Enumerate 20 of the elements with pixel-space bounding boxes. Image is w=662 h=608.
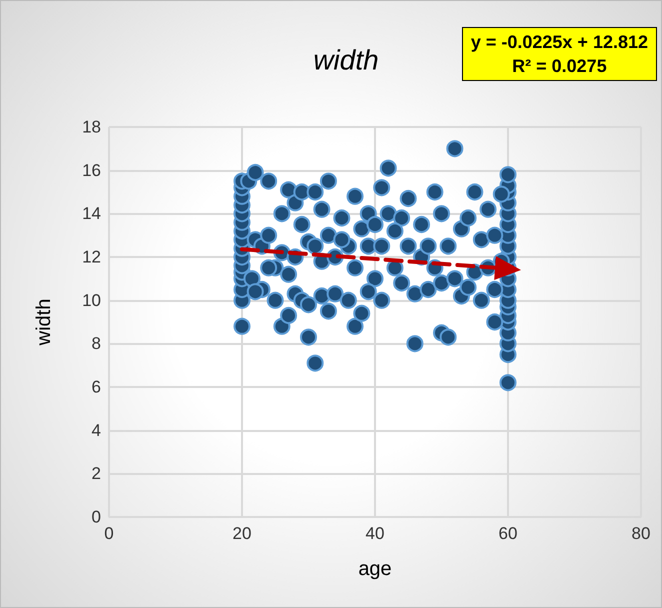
y-tick-label: 12 [82,248,101,266]
y-tick-label: 0 [92,508,101,526]
y-tick-label: 18 [82,118,101,136]
y-tick-label: 16 [82,160,101,180]
y-tick-label: 6 [92,378,101,396]
x-tick-label: 60 [498,524,518,543]
y-tick-label: 8 [92,334,101,354]
x-tick-label: 80 [632,524,650,543]
x-tick-label: 20 [232,524,252,543]
y-tick-label: 10 [82,290,101,310]
x-tick-label: 0 [104,524,114,543]
y-tick-label: 2 [92,464,101,484]
x-tick-label: 40 [366,524,384,543]
y-axis-title: width [33,298,55,346]
chart-title: width [313,44,379,76]
y-tick-label: 4 [92,420,101,440]
text: R² = 0.0275 [511,55,608,78]
text: y = -0.0225x + 12.812 [470,31,648,54]
x-axis-title: age [358,558,392,580]
y-tick-label: 14 [82,204,101,224]
